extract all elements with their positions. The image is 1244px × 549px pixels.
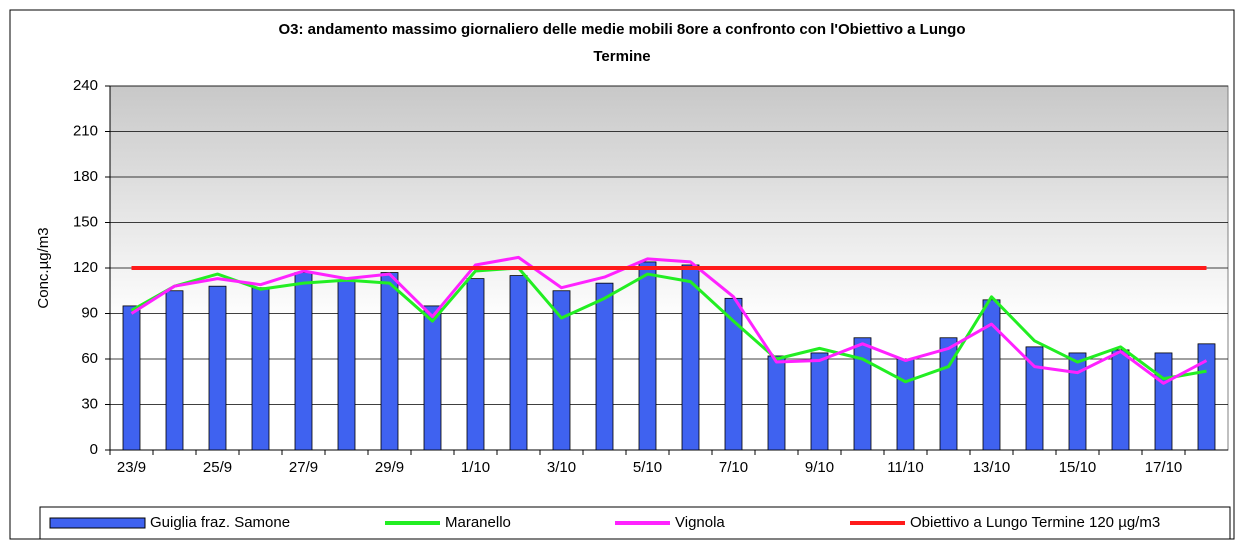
bar [294, 272, 313, 451]
y-tick-label: 240 [73, 77, 98, 94]
bar [767, 355, 786, 451]
bar [466, 278, 485, 451]
y-tick-label: 90 [81, 304, 98, 321]
line [130, 255, 1208, 385]
bar [552, 290, 571, 451]
y-axis-label: Conc.µg/m3 [35, 227, 52, 308]
x-tick-label: 1/10 [461, 459, 490, 476]
bar [853, 337, 872, 451]
bar [681, 264, 700, 451]
x-tick-label: 7/10 [719, 459, 748, 476]
y-tick-label: 150 [73, 213, 98, 230]
x-tick-label: 25/9 [203, 459, 232, 476]
x-tick-label: 5/10 [633, 459, 662, 476]
legend-label: Guiglia fraz. Samone [150, 514, 290, 531]
bar [1025, 346, 1044, 451]
bar [896, 358, 915, 451]
x-tick-label: 23/9 [117, 459, 146, 476]
bar [1068, 352, 1087, 451]
x-tick-label: 11/10 [887, 459, 923, 476]
bar [810, 352, 829, 451]
bar [337, 279, 356, 451]
line [130, 266, 1207, 384]
legend-label: Maranello [445, 514, 511, 531]
bar [380, 272, 399, 451]
bar [595, 282, 614, 451]
y-tick-label: 60 [81, 350, 98, 367]
bar [1111, 349, 1130, 451]
x-tick-label: 3/10 [547, 459, 576, 476]
legend-label: Obiettivo a Lungo Termine 120 µg/m3 [910, 514, 1160, 531]
bar [251, 287, 270, 451]
y-tick-label: 210 [73, 122, 98, 139]
bar [509, 275, 528, 451]
bar [1197, 343, 1216, 451]
x-tick-label: 15/10 [1059, 459, 1097, 476]
bar [1154, 352, 1173, 451]
legend-label: Vignola [675, 514, 725, 531]
bar [208, 285, 227, 451]
bar [939, 337, 958, 451]
chart-title: Termine [593, 48, 650, 65]
bar [982, 299, 1001, 451]
y-tick-label: 0 [90, 441, 98, 458]
bar [423, 305, 442, 451]
x-tick-label: 29/9 [375, 459, 404, 476]
y-tick-label: 180 [73, 168, 98, 185]
y-tick-label: 120 [73, 259, 98, 276]
bar [638, 261, 657, 451]
x-tick-label: 17/10 [1145, 459, 1183, 476]
chart-title: O3: andamento massimo giornaliero delle … [278, 21, 965, 38]
x-tick-label: 9/10 [805, 459, 834, 476]
bar [122, 305, 141, 451]
y-tick-label: 30 [81, 395, 98, 412]
legend-swatch [49, 517, 146, 529]
x-tick-label: 13/10 [973, 459, 1011, 476]
bar [165, 290, 184, 451]
x-tick-label: 27/9 [289, 459, 318, 476]
